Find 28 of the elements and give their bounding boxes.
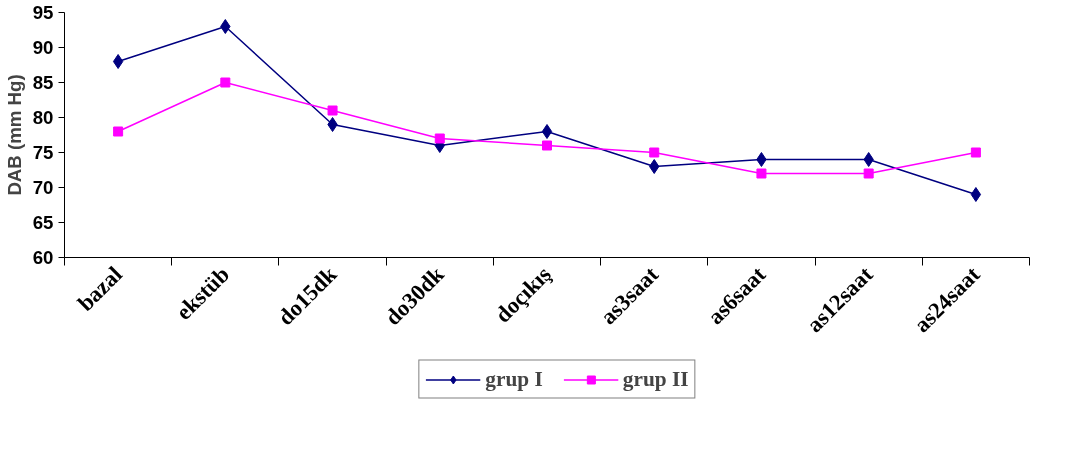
point (970, 147, 981, 158)
point (112, 54, 124, 69)
point (541, 124, 553, 139)
point (327, 105, 338, 116)
point (863, 152, 874, 167)
point (756, 168, 767, 179)
y-tick-label: 75 (32, 142, 54, 163)
point (327, 117, 338, 132)
point (863, 168, 874, 179)
point (434, 133, 445, 144)
y-tick-label: 90 (32, 37, 54, 58)
point (220, 77, 231, 88)
y-tick-label: 70 (32, 177, 54, 198)
y-axis-title: DAB (mm Hg) (3, 74, 25, 196)
point (649, 159, 660, 174)
y-tick-label: 85 (32, 72, 54, 93)
point (220, 19, 231, 34)
y-tick-label: 80 (32, 107, 54, 128)
legend-label: grup II (622, 366, 689, 392)
point (113, 126, 124, 137)
legend-label: grup I (485, 366, 543, 392)
point (756, 152, 767, 167)
y-tick-label: 65 (32, 212, 54, 233)
point (970, 187, 982, 202)
point (649, 147, 660, 158)
point (542, 140, 552, 151)
y-tick-label: 95 (32, 2, 54, 23)
y-tick-label: 60 (32, 247, 54, 268)
